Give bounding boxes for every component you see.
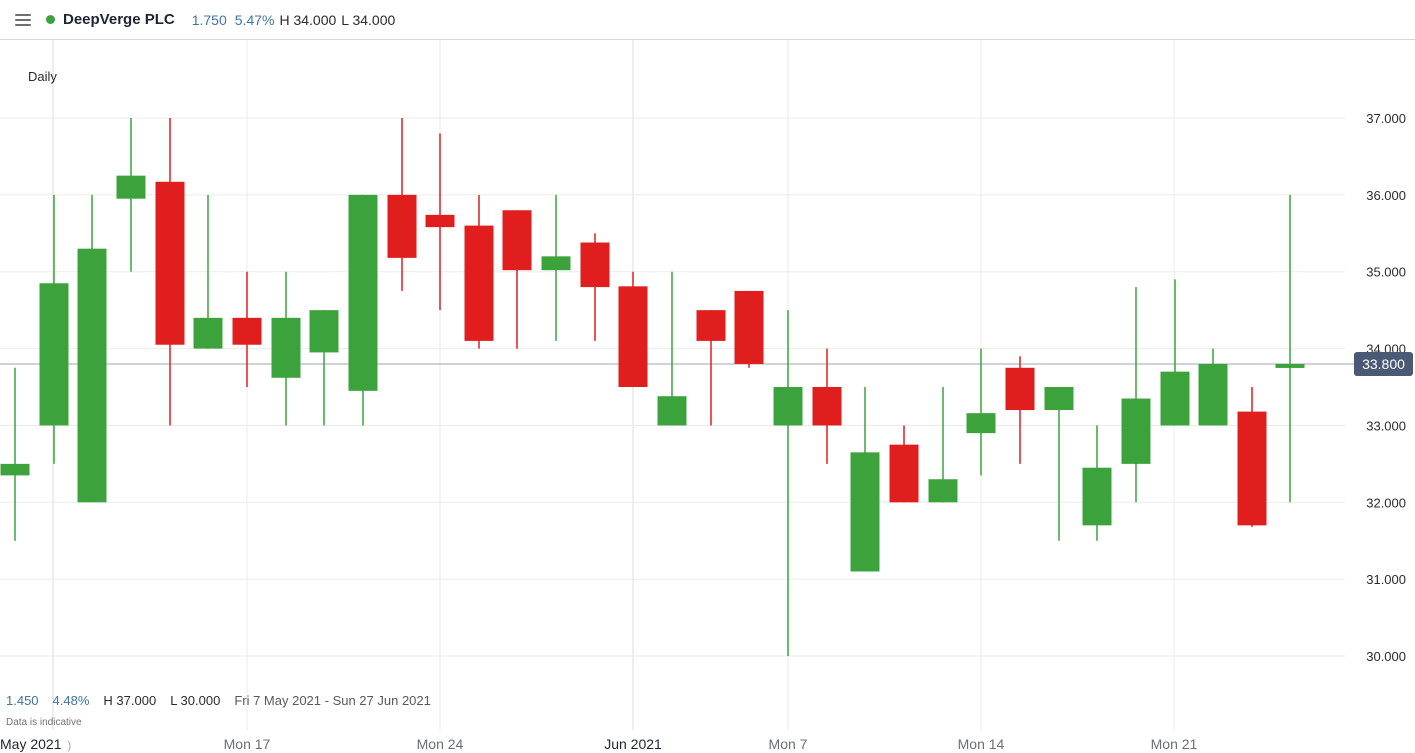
candle-up[interactable] <box>193 317 223 349</box>
candle-up[interactable] <box>1160 371 1190 426</box>
candle-down[interactable] <box>425 214 455 228</box>
scroll-back-icon[interactable]: ) <box>67 740 72 752</box>
x-axis-label: May 2021) <box>0 736 72 752</box>
header-low: L 34.000 <box>341 11 396 28</box>
interval-label[interactable]: Daily <box>28 69 57 84</box>
date-range: Fri 7 May 2021 - Sun 27 Jun 2021 <box>234 693 431 708</box>
market-status-dot-icon <box>46 15 55 24</box>
x-axis-label: Mon 21 <box>1150 736 1198 752</box>
candle-down[interactable] <box>1005 367 1035 411</box>
candle-down[interactable] <box>889 444 919 503</box>
current-price-badge: 33.800 <box>1354 352 1413 376</box>
candle-up[interactable] <box>1044 387 1074 411</box>
candle-up[interactable] <box>966 413 996 434</box>
candle-down[interactable] <box>232 317 262 345</box>
candle-up[interactable] <box>1082 467 1112 526</box>
candle-down[interactable] <box>155 181 185 345</box>
y-axis-tick-label: 31.000 <box>1366 572 1406 587</box>
range-change: 1.450 <box>6 693 39 708</box>
candle-up[interactable] <box>39 283 69 426</box>
data-indicative-note: Data is indicative <box>6 717 82 728</box>
candle-down[interactable] <box>1237 411 1267 526</box>
candle-down[interactable] <box>502 210 532 271</box>
range-low: L 30.000 <box>170 693 221 708</box>
candle-up[interactable] <box>928 479 958 503</box>
y-axis-tick-label: 37.000 <box>1366 111 1406 126</box>
y-axis-tick-label: 32.000 <box>1366 495 1406 510</box>
y-axis-tick-label: 35.000 <box>1366 265 1406 280</box>
candle-up[interactable] <box>773 387 803 426</box>
x-axis-label: Mon 7 <box>768 736 808 752</box>
y-axis-tick-label: 33.000 <box>1366 418 1406 433</box>
instrument-header: DeepVerge PLC 1.750 5.47% H 34.000 L 34.… <box>0 0 1415 40</box>
x-axis-label: Mon 14 <box>957 736 1005 752</box>
candle-up[interactable] <box>541 256 571 271</box>
candle-up[interactable] <box>77 248 107 503</box>
candle-down[interactable] <box>618 286 648 388</box>
header-change-pct: 5.47% <box>234 11 275 28</box>
candle-down[interactable] <box>734 290 764 364</box>
header-change: 1.750 <box>191 11 227 28</box>
y-axis-tick-label: 36.000 <box>1366 188 1406 203</box>
candle-up[interactable] <box>657 396 687 426</box>
instrument-name[interactable]: DeepVerge PLC <box>63 11 175 28</box>
candlestick-chart[interactable]: 37.00036.00035.00034.00033.00032.00031.0… <box>0 40 1415 730</box>
candle-up[interactable] <box>1198 363 1228 426</box>
candle-down[interactable] <box>580 242 610 288</box>
candle-up[interactable] <box>348 194 378 391</box>
y-axis-tick-label: 30.000 <box>1366 649 1406 664</box>
candle-up[interactable] <box>1275 363 1305 368</box>
hamburger-menu-icon[interactable] <box>15 13 31 26</box>
candle-up[interactable] <box>1121 398 1151 464</box>
x-axis-label: Jun 2021 <box>604 736 662 752</box>
candle-up[interactable] <box>0 463 30 476</box>
range-change-pct: 4.48% <box>52 693 90 708</box>
candle-up[interactable] <box>271 317 301 378</box>
header-high: H 34.000 <box>279 11 337 28</box>
range-high: H 37.000 <box>103 693 157 708</box>
candle-down[interactable] <box>387 194 417 258</box>
range-stats: 1.450 4.48% H 37.000 L 30.000 Fri 7 May … <box>6 693 431 708</box>
x-axis-label: Mon 24 <box>416 736 464 752</box>
candle-up[interactable] <box>309 310 339 353</box>
candle-up[interactable] <box>850 452 880 572</box>
x-axis-label: Mon 17 <box>223 736 271 752</box>
candle-down[interactable] <box>464 225 494 341</box>
candle-down[interactable] <box>696 310 726 341</box>
candle-down[interactable] <box>812 387 842 426</box>
candle-up[interactable] <box>116 175 146 199</box>
